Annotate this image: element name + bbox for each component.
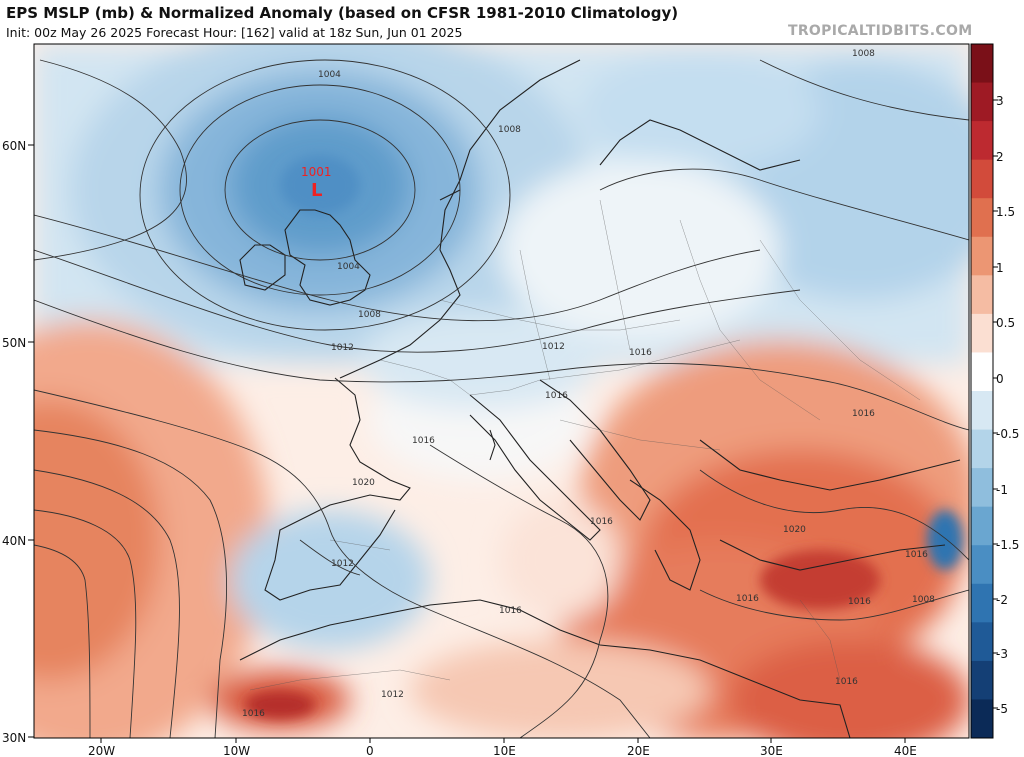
colorbar — [971, 44, 993, 739]
isobar-labels: 1004 1008 1008 1004 1008 1012 1012 1016 … — [242, 49, 935, 719]
isobar-label: 1012 — [542, 342, 565, 352]
colorbar-tick: 1 — [996, 261, 1004, 275]
isobar-label: 1016 — [852, 409, 875, 419]
colorbar-tick: 0 — [996, 372, 1004, 386]
isobar-label: 1016 — [905, 550, 928, 560]
colorbar-segment — [971, 583, 993, 623]
colorbar-tick: -0.5 — [996, 427, 1019, 441]
anomaly-peaks — [245, 155, 963, 719]
colorbar-segment — [971, 391, 993, 431]
lon-label-20w: 20W — [88, 744, 115, 757]
isobar-label: 1004 — [337, 262, 360, 272]
colorbar-ticks: 3 2 1.5 1 0.5 0 -0.5 -1 -1.5 -2 -3 -5 — [993, 94, 1019, 716]
colorbar-segment — [971, 121, 993, 161]
isobar-label: 1008 — [912, 595, 935, 605]
lon-label-30e: 30E — [760, 744, 783, 757]
isobar-label: 1016 — [835, 677, 858, 687]
colorbar-segment — [971, 313, 993, 353]
coastlines — [239, 59, 961, 738]
colorbar-tick: -5 — [996, 702, 1008, 716]
isobars — [34, 59, 969, 738]
isobar-label: 1016 — [499, 606, 522, 616]
latitude-axis: 60N 50N 40N 30N — [2, 139, 34, 745]
lat-label-50n: 50N — [2, 336, 26, 350]
isobar-label: 1016 — [242, 709, 265, 719]
colorbar-segment — [971, 82, 993, 122]
colorbar-segment — [971, 468, 993, 508]
isobar-label: 1008 — [498, 125, 521, 135]
lat-label-30n: 30N — [2, 731, 26, 745]
isobar-label: 1008 — [852, 49, 875, 59]
isobar-label: 1004 — [318, 70, 341, 80]
isobar-label: 1020 — [352, 478, 375, 488]
isobar-label: 1016 — [545, 391, 568, 401]
colorbar-frame — [970, 43, 994, 739]
colorbar-segment — [971, 236, 993, 276]
lat-label-60n: 60N — [2, 139, 26, 153]
lon-label-20e: 20E — [627, 744, 650, 757]
lon-label-10w: 10W — [223, 744, 250, 757]
colorbar-segment — [971, 44, 993, 84]
isobar-label: 1016 — [736, 594, 759, 604]
lon-label-40e: 40E — [894, 744, 917, 757]
isobar-label: 1016 — [629, 348, 652, 358]
colorbar-segment — [971, 198, 993, 238]
colorbar-segment — [971, 699, 993, 739]
colorbar-segment — [971, 545, 993, 585]
isobar-label: 1012 — [331, 343, 354, 353]
chart-subtitle: Init: 00z May 26 2025 Forecast Hour: [16… — [6, 25, 463, 40]
isobar-label: 1016 — [590, 517, 613, 527]
colorbar-tick: 1.5 — [996, 205, 1015, 219]
colorbar-segment — [971, 660, 993, 700]
colorbar-tick: 0.5 — [996, 316, 1015, 330]
isobar-label: 1008 — [358, 310, 381, 320]
colorbar-segment — [971, 352, 993, 392]
colorbar-segment — [971, 275, 993, 315]
colorbar-segment — [971, 159, 993, 199]
low-pressure-symbol: L — [311, 180, 322, 201]
map-frame — [33, 43, 970, 739]
colorbar-tick: -1.5 — [996, 538, 1019, 552]
colorbar-tick: 3 — [996, 94, 1004, 108]
chart-title: EPS MSLP (mb) & Normalized Anomaly (base… — [6, 4, 679, 22]
isobar-label: 1016 — [848, 597, 871, 607]
map-field — [34, 44, 969, 738]
lon-label-0: 0 — [366, 744, 374, 757]
isobar-label: 1016 — [412, 436, 435, 446]
isobar-label: 1020 — [783, 525, 806, 535]
colorbar-segment — [971, 429, 993, 469]
colorbar-tick: 2 — [996, 150, 1004, 164]
low-pressure-value: 1001 — [301, 165, 332, 179]
site-watermark: TROPICALTIDBITS.COM — [788, 23, 973, 39]
colorbar-tick: -3 — [996, 647, 1008, 661]
colorbar-segment — [971, 506, 993, 546]
colorbar-tick: -2 — [996, 593, 1008, 607]
colorbar-tick: -1 — [996, 483, 1008, 497]
colorbar-segment — [971, 622, 993, 662]
isobar-label: 1012 — [331, 559, 354, 569]
longitude-axis: 20W 10W 0 10E 20E 30E 40E — [88, 738, 917, 757]
lon-label-10e: 10E — [493, 744, 516, 757]
lat-label-40n: 40N — [2, 534, 26, 548]
isobar-label: 1012 — [381, 690, 404, 700]
country-borders — [249, 199, 921, 691]
